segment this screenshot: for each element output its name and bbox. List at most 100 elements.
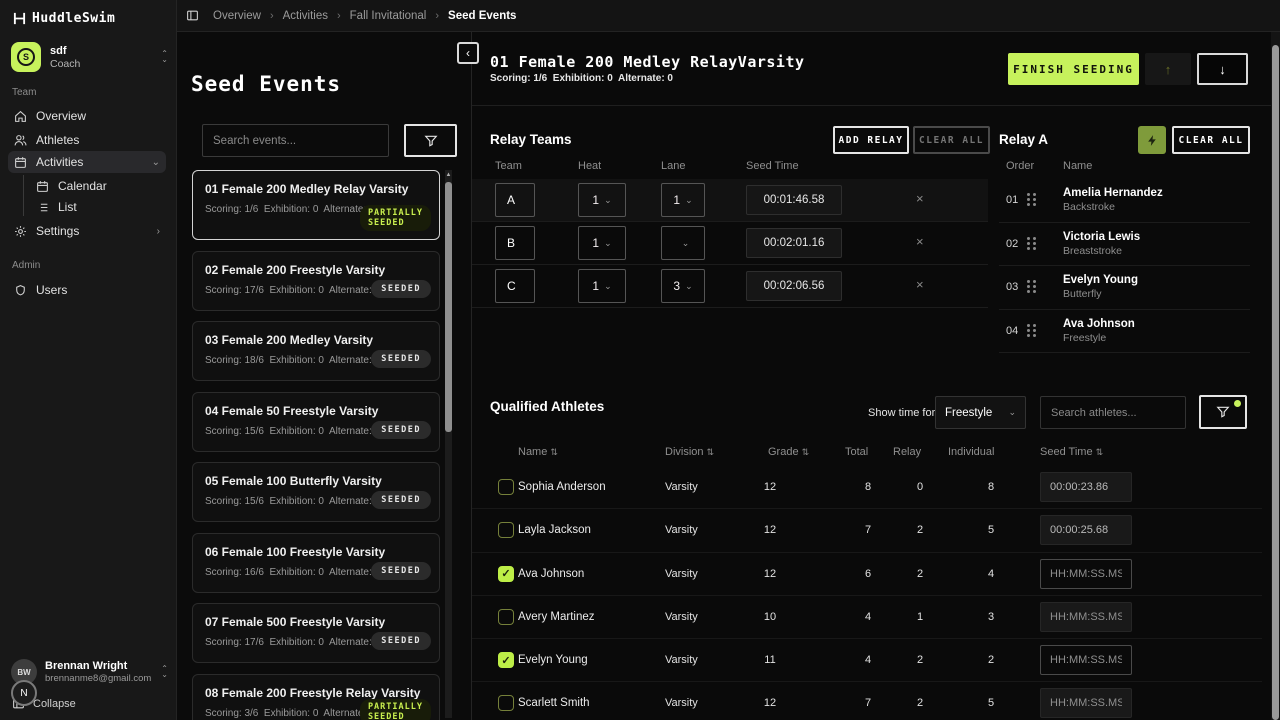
seed-time-input[interactable] xyxy=(1040,472,1132,502)
athlete-checkbox[interactable] xyxy=(498,608,514,625)
athlete-checkbox-checked[interactable]: ✓ xyxy=(498,652,514,669)
heat-select[interactable]: 1 ⌄ xyxy=(578,226,626,260)
event-card-04[interactable]: 04 Female 50 Freestyle Varsity Scoring: … xyxy=(192,391,440,452)
seed-time-input[interactable] xyxy=(1040,558,1132,589)
event-card-07[interactable]: 07 Female 500 Freestyle Varsity Scoring:… xyxy=(192,603,440,663)
event-card-05[interactable]: 05 Female 100 Butterfly Varsity Scoring:… xyxy=(192,462,440,522)
sidebar-toggle-icon[interactable] xyxy=(186,9,199,22)
team-name-input[interactable] xyxy=(495,226,535,260)
events-scrollbar[interactable]: ▲ xyxy=(445,170,452,718)
event-list: 01 Female 200 Medley Relay Varsity Scori… xyxy=(192,170,440,720)
chevron-down-icon: ⌄ xyxy=(681,237,690,248)
breadcrumb-overview[interactable]: Overview xyxy=(213,9,261,22)
breadcrumb-activities[interactable]: Activities xyxy=(282,9,328,22)
app-logo: HuddleSwim xyxy=(13,11,115,26)
status-badge-seeded: SEEDED xyxy=(371,420,431,439)
event-card-03[interactable]: 03 Female 200 Medley Varsity Scoring: 18… xyxy=(192,321,440,381)
seed-time-input[interactable] xyxy=(1040,645,1132,676)
column-header-seed-time[interactable]: Seed Time ⇅ xyxy=(1040,446,1104,458)
relay-team-row-c: 1⌄ 3⌄ 00:02:06.56 × xyxy=(472,265,988,308)
back-button[interactable]: ‹ xyxy=(457,42,479,64)
athlete-checkbox[interactable] xyxy=(498,479,514,495)
user-name: sdf xyxy=(50,44,67,57)
page-scrollbar-thumb[interactable] xyxy=(1272,45,1279,720)
seed-time-input[interactable] xyxy=(1040,515,1132,546)
athlete-checkbox[interactable] xyxy=(498,695,514,712)
breadcrumb-fall-invitational[interactable]: Fall Invitational xyxy=(349,9,427,22)
remove-relay-button[interactable]: × xyxy=(916,234,924,249)
finish-seeding-button[interactable]: FINISH SEEDING xyxy=(1008,53,1139,85)
auto-seed-button[interactable] xyxy=(1138,126,1166,154)
column-header-grade[interactable]: Grade ⇅ xyxy=(768,446,810,458)
list-icon xyxy=(38,203,48,211)
event-card-01[interactable]: 01 Female 200 Medley Relay Varsity Scori… xyxy=(192,170,440,240)
sidebar-item-calendar[interactable]: Calendar xyxy=(8,175,166,197)
event-card-06[interactable]: 06 Female 100 Freestyle Varsity Scoring:… xyxy=(192,532,440,593)
seed-time-input[interactable] xyxy=(1040,688,1132,719)
next-event-button[interactable]: ↓ xyxy=(1197,53,1248,85)
breadcrumb-separator: › xyxy=(269,9,274,22)
chevron-down-icon: ⌄ xyxy=(1008,407,1016,417)
team-name-input[interactable] xyxy=(495,269,535,303)
lane-select[interactable]: ⌄ xyxy=(661,226,705,260)
events-scrollbar-thumb[interactable] xyxy=(445,182,452,432)
cursor: N xyxy=(11,680,37,706)
column-header-name[interactable]: Name ⇅ xyxy=(518,446,558,458)
relay-seed-time[interactable]: 00:02:06.56 xyxy=(746,271,842,301)
column-header-division[interactable]: Division ⇅ xyxy=(665,446,715,458)
search-events-input[interactable] xyxy=(202,124,389,157)
lane-select[interactable]: 1 ⌄ xyxy=(661,183,705,217)
sort-icon: ⇅ xyxy=(1095,447,1104,457)
team-name-input[interactable] xyxy=(495,183,535,217)
drag-handle-icon[interactable] xyxy=(1027,280,1030,283)
breadcrumb-seed-events: Seed Events xyxy=(448,9,517,22)
sidebar-item-activities[interactable]: Activities ⌄ xyxy=(8,151,166,173)
athletes-filter-button[interactable] xyxy=(1199,395,1247,429)
athlete-checkbox-checked[interactable]: ✓ xyxy=(498,565,514,582)
athlete-checkbox[interactable] xyxy=(498,522,514,539)
column-header-name: Name xyxy=(1063,160,1093,172)
page-scrollbar[interactable] xyxy=(1271,31,1280,720)
drag-handle-icon[interactable] xyxy=(1027,236,1030,240)
event-card-02[interactable]: 02 Female 200 Freestyle Varsity Scoring:… xyxy=(192,250,440,311)
column-header-individual: Individual xyxy=(948,446,995,458)
account-menu[interactable]: BW Brennan Wright brennanme8@gmail.com ⌃… xyxy=(11,657,168,687)
prev-event-button[interactable]: ↑ xyxy=(1145,53,1191,85)
drag-handle-icon[interactable] xyxy=(1027,193,1030,196)
heat-select[interactable]: 1 ⌄ xyxy=(578,269,626,303)
chevron-down-icon: ⌄ xyxy=(604,237,612,248)
clear-all-relay-a-button[interactable]: CLEAR ALL xyxy=(1172,126,1250,154)
add-relay-button[interactable]: ADD RELAY xyxy=(833,126,909,154)
sidebar-item-list[interactable]: List xyxy=(8,196,166,218)
drag-handle-icon[interactable] xyxy=(1027,323,1030,327)
nav-tree-line xyxy=(23,175,24,216)
events-filter-button[interactable] xyxy=(404,124,457,157)
scroll-up-icon[interactable]: ▲ xyxy=(445,172,452,178)
chevron-right-icon: › xyxy=(156,225,160,237)
remove-relay-button[interactable]: × xyxy=(916,277,924,292)
column-header-order: Order xyxy=(1006,160,1035,172)
athlete-row: Scarlett Smith Varsity 12 7 2 5 xyxy=(472,682,1262,720)
sidebar-item-overview[interactable]: Overview xyxy=(8,105,166,127)
qualified-athletes-title: Qualified Athletes xyxy=(490,399,605,414)
stroke-select[interactable]: Freestyle ⌄ xyxy=(935,396,1026,429)
relay-seed-time[interactable]: 00:02:01.16 xyxy=(746,228,842,258)
lane-select[interactable]: 3 ⌄ xyxy=(661,269,705,303)
chevron-down-icon: ⌄ xyxy=(151,156,160,168)
chevron-down-icon: ⌄ xyxy=(685,280,693,291)
chevron-down-icon: ⌄ xyxy=(604,194,612,205)
breadcrumb-separator: › xyxy=(435,9,440,22)
search-athletes-input[interactable] xyxy=(1040,396,1186,429)
heat-select[interactable]: 1 ⌄ xyxy=(578,183,626,217)
seed-time-input[interactable] xyxy=(1040,601,1132,632)
relay-seed-time[interactable]: 00:01:46.58 xyxy=(746,185,842,215)
team-switcher[interactable]: S sdf Coach ⌃ ⌄ xyxy=(11,40,168,74)
sidebar-item-settings[interactable]: Settings › xyxy=(8,220,166,242)
remove-relay-button[interactable]: × xyxy=(916,191,924,206)
clear-all-relays-button[interactable]: CLEAR ALL xyxy=(913,126,990,154)
column-header-relay: Relay xyxy=(893,446,922,458)
arrow-down-icon: ↓ xyxy=(1219,61,1226,77)
sidebar-item-users[interactable]: Users xyxy=(8,279,166,301)
event-card-08[interactable]: 08 Female 200 Freestyle Relay Varsity Sc… xyxy=(192,673,440,720)
sidebar-item-athletes[interactable]: Athletes xyxy=(8,129,166,151)
